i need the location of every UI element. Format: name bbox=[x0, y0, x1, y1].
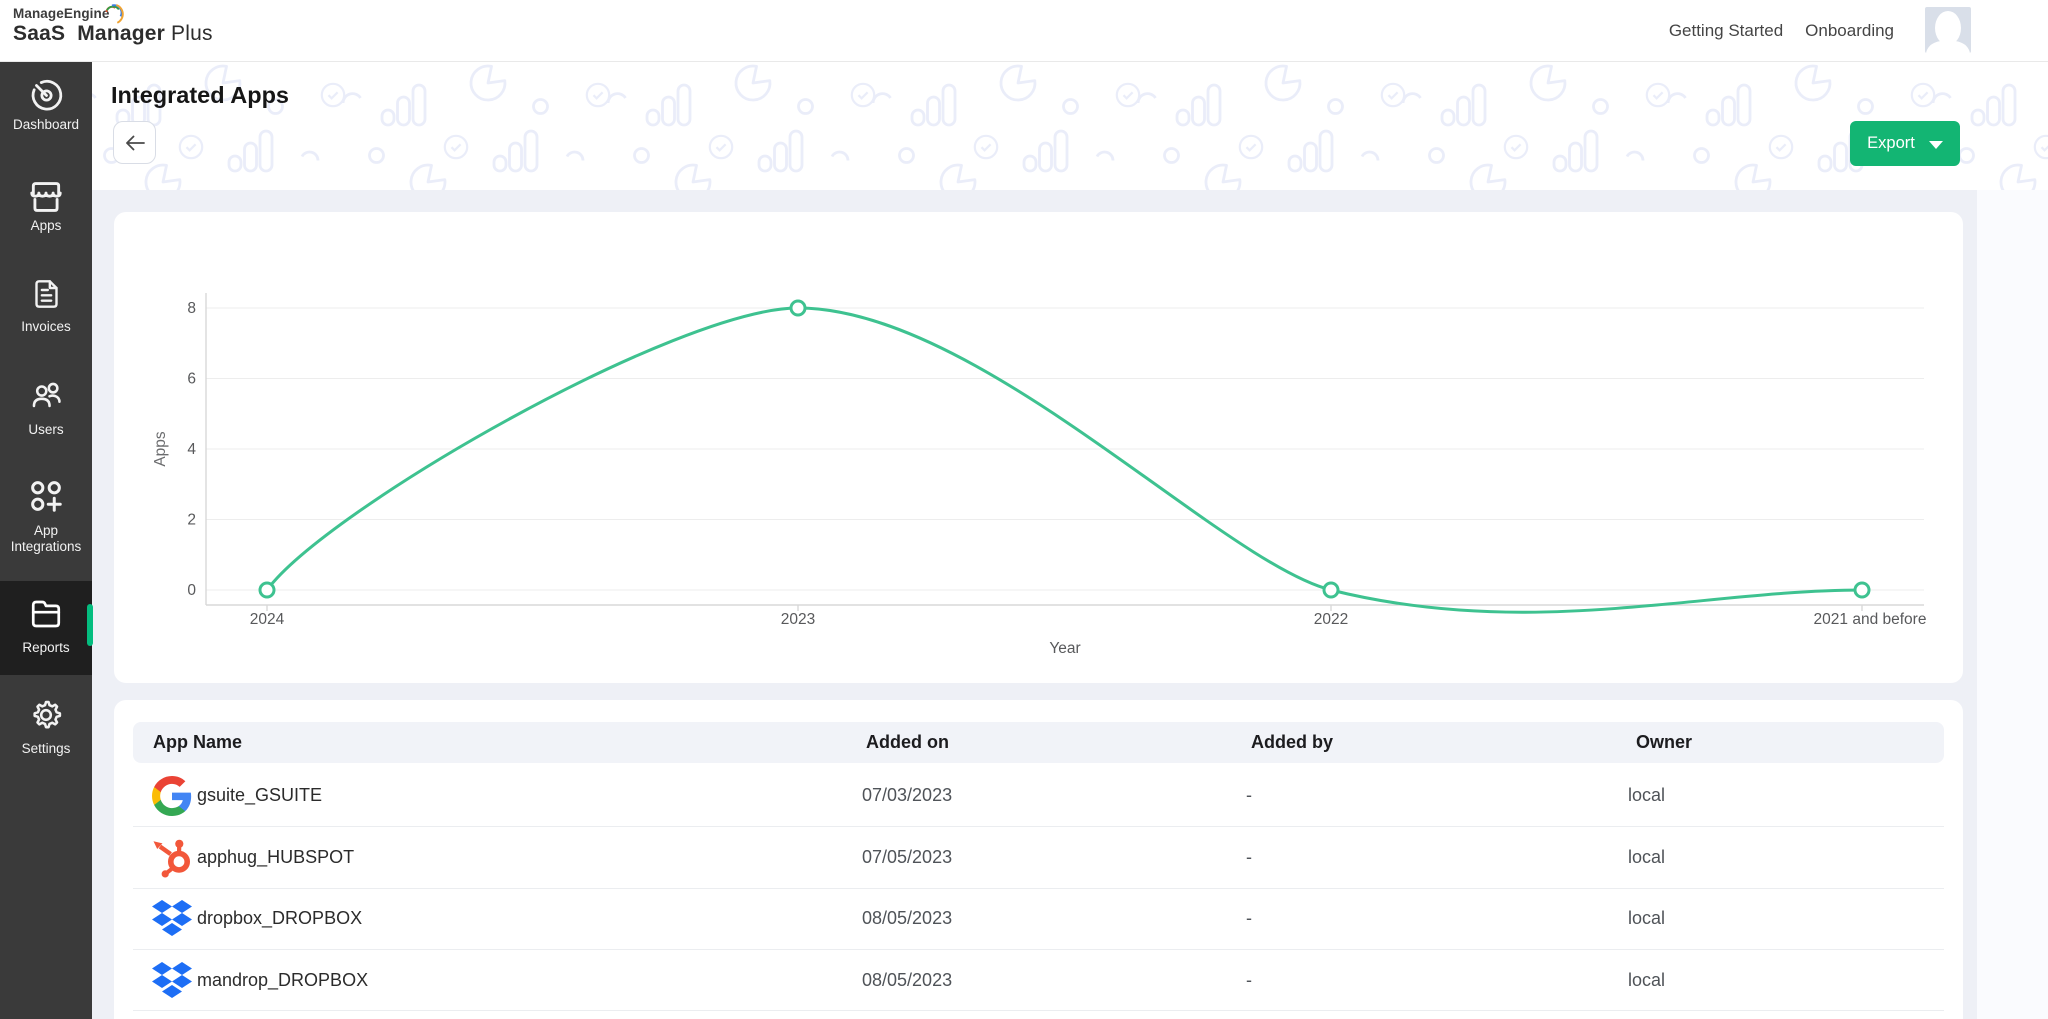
svg-text:8: 8 bbox=[187, 300, 196, 317]
svg-text:2023: 2023 bbox=[781, 611, 815, 628]
svg-text:2021 and before: 2021 and before bbox=[1814, 611, 1927, 628]
svg-text:6: 6 bbox=[187, 371, 196, 388]
svg-text:0: 0 bbox=[187, 582, 196, 599]
svg-text:2022: 2022 bbox=[1314, 611, 1348, 628]
svg-text:4: 4 bbox=[187, 441, 196, 458]
svg-text:Year: Year bbox=[1049, 640, 1080, 657]
svg-text:Apps: Apps bbox=[152, 431, 169, 467]
svg-text:2024: 2024 bbox=[250, 611, 285, 628]
svg-text:2: 2 bbox=[187, 512, 196, 529]
